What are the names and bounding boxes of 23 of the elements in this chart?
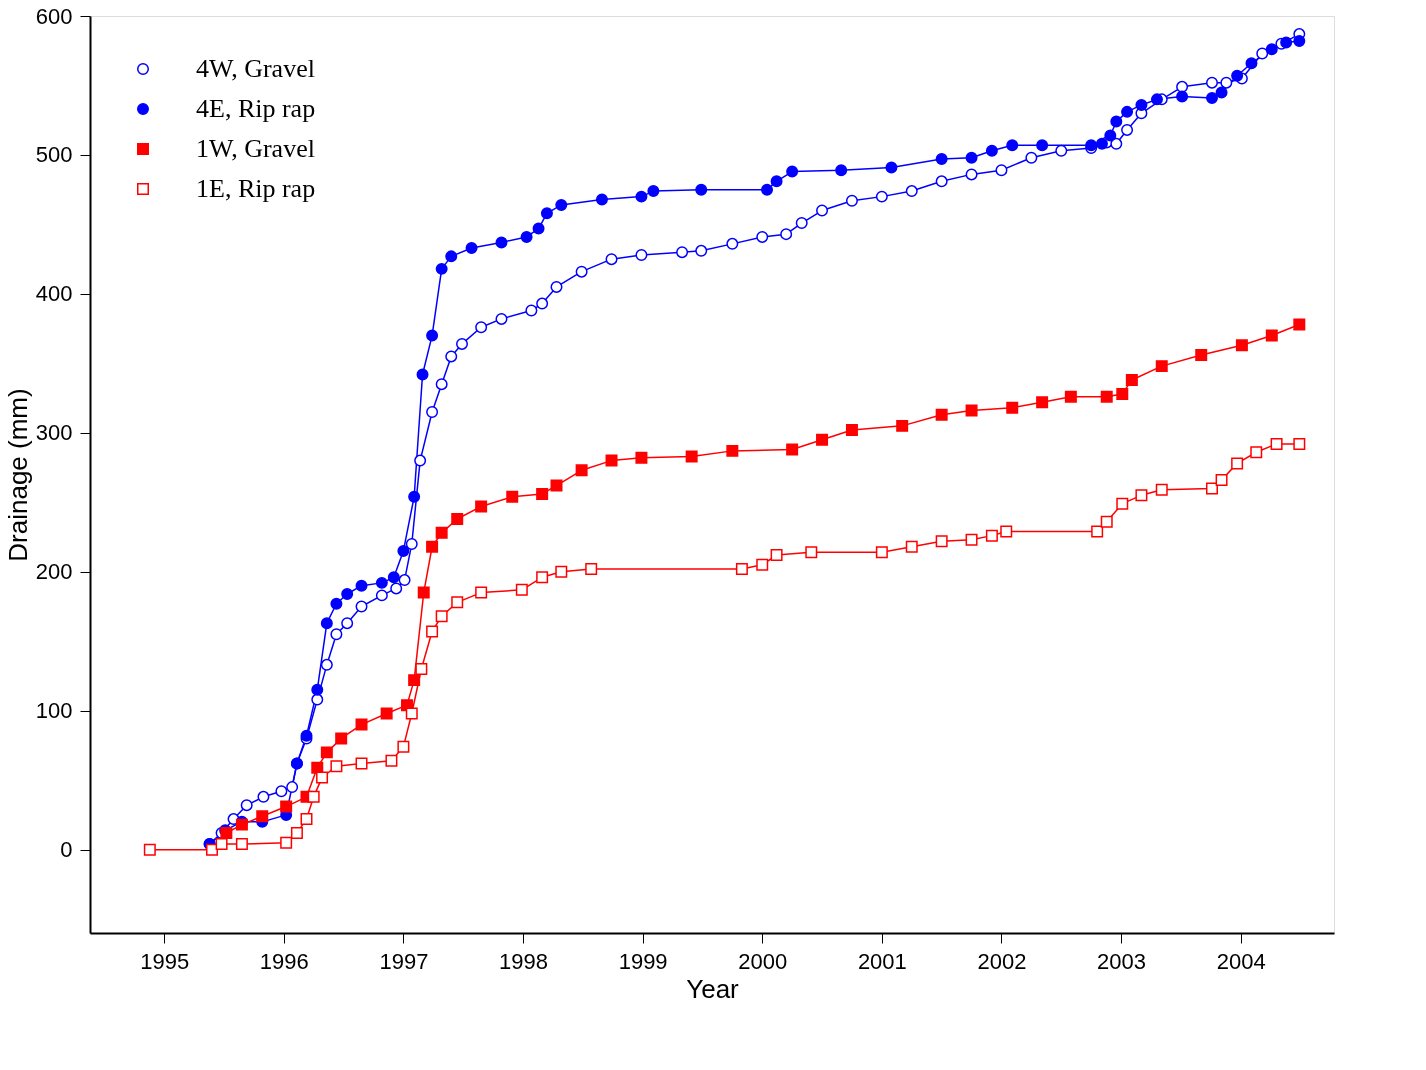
legend-label: 1W, Gravel (196, 134, 315, 163)
y-tick-label: 400 (35, 281, 73, 307)
x-axis-title: Year (686, 973, 740, 1004)
x-tick-label: 1996 (259, 948, 309, 974)
x-tick-label: 2003 (1097, 948, 1147, 974)
legend-label: 4E, Rip rap (196, 94, 316, 123)
y-tick-label: 0 (60, 837, 73, 863)
y-tick-label: 300 (35, 420, 73, 446)
x-tick-label: 1998 (499, 948, 548, 974)
x-tick-label: 1999 (618, 948, 668, 974)
x-tick-label: 2004 (1216, 948, 1266, 974)
x-tick-label: 2002 (977, 948, 1027, 974)
y-tick-label: 500 (35, 142, 73, 168)
y-tick-label: 100 (35, 698, 73, 724)
x-tick-label: 1995 (140, 948, 190, 974)
y-tick-label: 600 (35, 3, 73, 29)
y-tick-label: 200 (35, 559, 73, 585)
legend-label: 4W, Gravel (196, 54, 315, 83)
legend-label: 1E, Rip rap (196, 174, 316, 203)
y-axis-title: Drainage (mm) (2, 388, 33, 562)
x-tick-label: 1997 (379, 948, 429, 974)
x-tick-label: 2000 (738, 948, 788, 974)
x-tick-label: 2001 (857, 948, 907, 974)
